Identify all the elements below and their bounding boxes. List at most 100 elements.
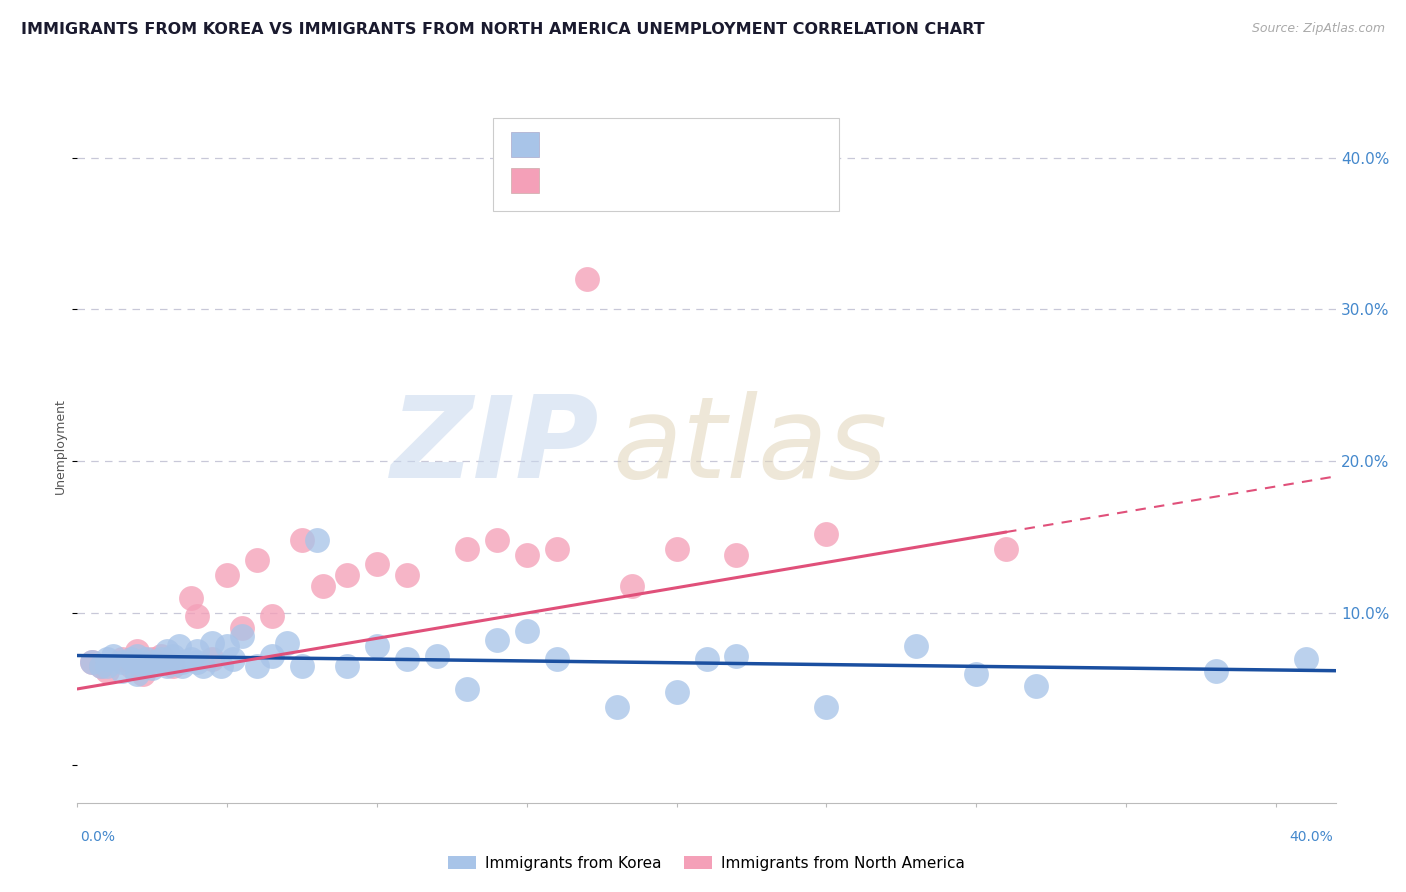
Point: [276, 636, 298, 650]
Text: ZIP: ZIP: [391, 391, 599, 501]
Point: [246, 659, 269, 673]
Text: R =  0.355   N = 33: R = 0.355 N = 33: [551, 173, 718, 188]
FancyBboxPatch shape: [512, 168, 538, 193]
Point: [150, 648, 173, 663]
Point: [132, 666, 155, 681]
Point: [395, 568, 418, 582]
Point: [127, 644, 149, 658]
Point: [156, 659, 179, 673]
Legend: Immigrants from Korea, Immigrants from North America: Immigrants from Korea, Immigrants from N…: [441, 850, 972, 877]
Point: [96, 651, 118, 665]
Point: [111, 655, 134, 669]
Text: IMMIGRANTS FROM KOREA VS IMMIGRANTS FROM NORTH AMERICA UNEMPLOYMENT CORRELATION : IMMIGRANTS FROM KOREA VS IMMIGRANTS FROM…: [21, 22, 984, 37]
Point: [665, 542, 688, 557]
Point: [606, 700, 628, 714]
Point: [725, 648, 748, 663]
Point: [965, 666, 987, 681]
Point: [516, 549, 538, 563]
Point: [120, 659, 142, 673]
Point: [111, 651, 134, 665]
Point: [150, 651, 173, 665]
Point: [485, 533, 508, 548]
Point: [96, 659, 118, 673]
Point: [186, 655, 208, 669]
Point: [516, 624, 538, 639]
Point: [815, 700, 838, 714]
Point: [180, 651, 202, 665]
Y-axis label: Unemployment: Unemployment: [53, 398, 67, 494]
Point: [186, 609, 208, 624]
Point: [546, 651, 568, 665]
Point: [180, 591, 202, 605]
Point: [96, 664, 118, 678]
Point: [90, 659, 112, 673]
Point: [156, 644, 179, 658]
Point: [217, 568, 239, 582]
Point: [82, 655, 104, 669]
Point: [132, 657, 155, 672]
Point: [111, 664, 134, 678]
Point: [201, 651, 224, 665]
Point: [186, 644, 208, 658]
Point: [141, 661, 163, 675]
Point: [167, 640, 190, 654]
Point: [366, 558, 388, 572]
Point: [231, 621, 253, 635]
Point: [201, 636, 224, 650]
Text: 40.0%: 40.0%: [1289, 830, 1333, 844]
Point: [262, 609, 284, 624]
Text: 0.0%: 0.0%: [80, 830, 115, 844]
Point: [665, 685, 688, 699]
Point: [90, 659, 112, 673]
Point: [305, 533, 328, 548]
Point: [312, 579, 335, 593]
Point: [456, 542, 478, 557]
Point: [262, 648, 284, 663]
Point: [246, 553, 269, 567]
Point: [82, 655, 104, 669]
Point: [162, 659, 184, 673]
Point: [141, 655, 163, 669]
Point: [995, 542, 1018, 557]
Point: [905, 640, 928, 654]
Point: [127, 655, 149, 669]
Point: [366, 640, 388, 654]
Point: [696, 651, 718, 665]
Point: [620, 579, 643, 593]
Point: [546, 542, 568, 557]
Point: [291, 533, 314, 548]
Point: [127, 666, 149, 681]
Point: [103, 648, 125, 663]
Point: [725, 549, 748, 563]
Text: atlas: atlas: [612, 391, 887, 501]
Point: [291, 659, 314, 673]
Point: [1205, 664, 1227, 678]
Point: [162, 648, 184, 663]
Text: R = -0.084   N = 55: R = -0.084 N = 55: [551, 137, 718, 153]
Point: [1025, 679, 1047, 693]
Point: [141, 651, 163, 665]
Point: [485, 633, 508, 648]
Point: [456, 681, 478, 696]
Point: [209, 659, 232, 673]
Point: [191, 659, 215, 673]
Point: [120, 651, 142, 665]
Point: [231, 629, 253, 643]
Point: [815, 527, 838, 541]
Point: [336, 568, 359, 582]
Point: [127, 648, 149, 663]
Point: [172, 655, 194, 669]
Point: [217, 640, 239, 654]
Point: [222, 651, 245, 665]
Text: Source: ZipAtlas.com: Source: ZipAtlas.com: [1251, 22, 1385, 36]
Point: [575, 272, 598, 286]
FancyBboxPatch shape: [492, 118, 838, 211]
Point: [1295, 651, 1317, 665]
Point: [336, 659, 359, 673]
Point: [172, 659, 194, 673]
Point: [426, 648, 449, 663]
Point: [395, 651, 418, 665]
Point: [156, 655, 179, 669]
Point: [156, 655, 179, 669]
FancyBboxPatch shape: [512, 132, 538, 157]
